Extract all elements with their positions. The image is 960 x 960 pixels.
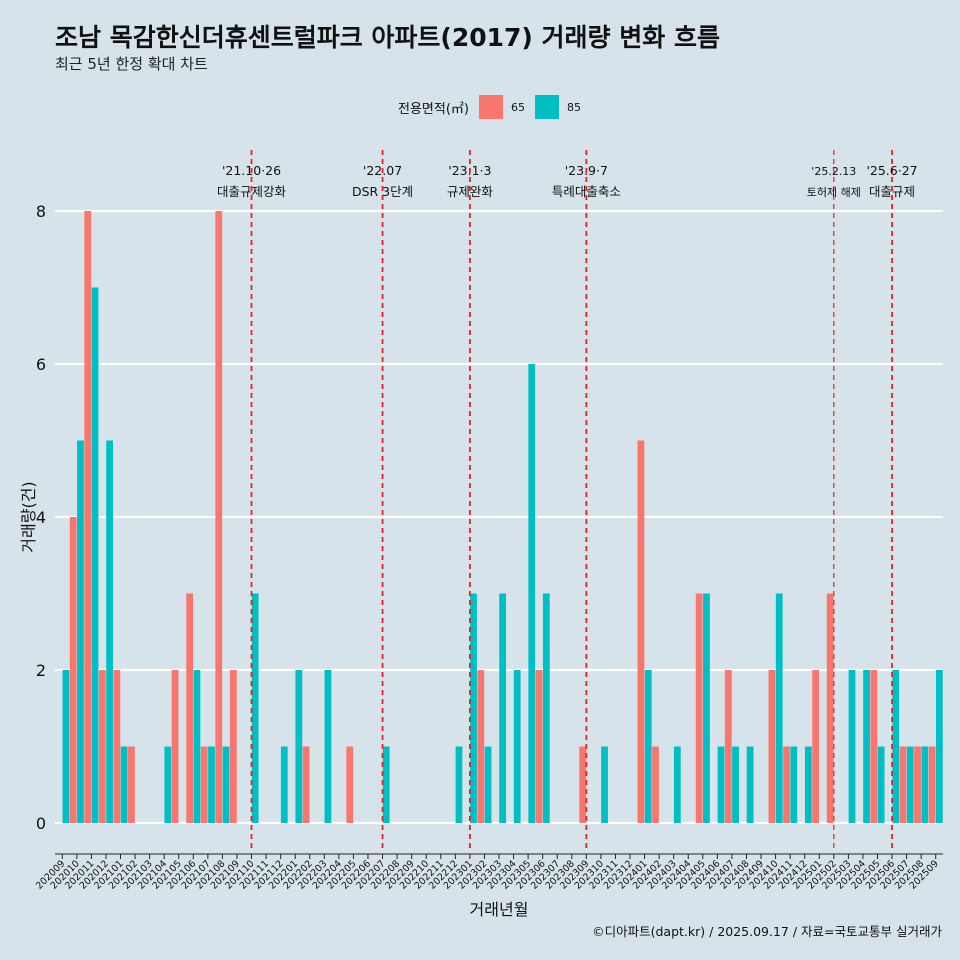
bar-85-202403 bbox=[673, 746, 681, 823]
bar-65-202107 bbox=[200, 746, 208, 823]
event-date-label: '21.10·26 bbox=[222, 163, 281, 178]
bar-85-202207 bbox=[382, 746, 390, 823]
bar-85-202505 bbox=[877, 746, 885, 823]
event-date-label: '25.2.13 bbox=[811, 165, 856, 178]
bar-65-202306 bbox=[535, 670, 543, 823]
bar-65-202202 bbox=[302, 746, 310, 823]
bar-65-202108 bbox=[215, 211, 223, 823]
bar-65-202106 bbox=[186, 593, 194, 823]
bar-85-202010 bbox=[77, 440, 84, 823]
bar-85-202401 bbox=[644, 670, 652, 823]
legend-swatch-85 bbox=[534, 95, 559, 119]
bar-65-202302 bbox=[477, 670, 485, 823]
bar-85-202410 bbox=[775, 593, 783, 823]
bar-85-202303 bbox=[499, 593, 507, 823]
y-axis-title: 거래량(건) bbox=[19, 481, 38, 552]
y-tick-label: 2 bbox=[36, 661, 46, 680]
event-label: 특례대출축소 bbox=[552, 184, 621, 199]
bar-65-202407 bbox=[724, 670, 732, 823]
bar-85-202406 bbox=[717, 746, 725, 823]
bar-65-202501 bbox=[812, 670, 820, 823]
y-tick-label: 4 bbox=[36, 508, 46, 527]
bar-85-202407 bbox=[732, 746, 739, 823]
chart-subtitle: 최근 5년 한정 확대 차트 bbox=[55, 55, 208, 73]
bar-65-202502 bbox=[826, 593, 834, 823]
bar-65-202509 bbox=[928, 746, 936, 823]
legend-title: 전용면적(㎡) bbox=[398, 101, 469, 117]
bar-65-202102 bbox=[128, 746, 135, 823]
bar-85-202305 bbox=[528, 364, 536, 823]
source-caption: ©디아파트(dapt.kr) / 2025.09.17 / 자료=국토교통부 실… bbox=[592, 924, 942, 939]
bar-85-202304 bbox=[513, 670, 521, 823]
bar-85-202101 bbox=[120, 746, 128, 823]
y-tick-label: 0 bbox=[36, 814, 46, 833]
event-date-label: '23.9·7 bbox=[565, 163, 608, 178]
bar-85-202108 bbox=[222, 746, 230, 823]
bar-85-202302 bbox=[484, 746, 492, 823]
y-tick-label: 6 bbox=[36, 355, 46, 374]
event-label: 토허제 해제 bbox=[807, 185, 861, 199]
bar-65-202402 bbox=[652, 746, 659, 823]
bar-65-202101 bbox=[113, 670, 121, 823]
bar-85-202212 bbox=[455, 746, 463, 823]
x-axis-title: 거래년월 bbox=[470, 900, 529, 919]
bar-85-202104 bbox=[164, 746, 172, 823]
bar-65-202401 bbox=[637, 440, 645, 823]
bar-65-202010 bbox=[69, 517, 77, 823]
bar-65-202505 bbox=[870, 670, 878, 823]
bar-65-202507 bbox=[899, 746, 907, 823]
bar-85-202112 bbox=[280, 746, 288, 823]
bar-85-202203 bbox=[324, 670, 332, 823]
bar-85-202412 bbox=[804, 746, 812, 823]
event-label: 규제완화 bbox=[447, 184, 494, 199]
bar-85-202504 bbox=[863, 670, 870, 823]
bar-85-202106 bbox=[193, 670, 201, 823]
bar-85-202012 bbox=[106, 440, 113, 823]
legend-label-85: 85 bbox=[566, 100, 581, 114]
bar-85-202310 bbox=[601, 746, 608, 823]
event-date-label: '25.6·27 bbox=[866, 163, 917, 178]
bar-85-202411 bbox=[790, 746, 798, 823]
bar-65-202508 bbox=[914, 746, 921, 823]
bar-65-202105 bbox=[171, 670, 179, 823]
bar-85-202107 bbox=[208, 746, 215, 823]
bar-65-202205 bbox=[346, 746, 354, 823]
event-label: DSR 3단계 bbox=[352, 184, 413, 199]
y-tick-label: 8 bbox=[36, 202, 46, 221]
bar-85-202506 bbox=[892, 670, 900, 823]
bar-85-202508 bbox=[921, 746, 929, 823]
bar-85-202009 bbox=[62, 670, 70, 823]
bar-85-202306 bbox=[542, 593, 550, 823]
bar-65-202410 bbox=[768, 670, 776, 823]
bar-65-202109 bbox=[229, 670, 237, 823]
bar-65-202012 bbox=[98, 670, 106, 823]
event-label: 대출규제 bbox=[869, 184, 915, 199]
event-date-label: '22.07 bbox=[363, 163, 402, 178]
bar-85-202201 bbox=[295, 670, 303, 823]
legend-swatch-65 bbox=[478, 95, 503, 119]
event-label: 대출규제강화 bbox=[217, 184, 287, 199]
bar-85-202110 bbox=[251, 593, 259, 823]
bar-65-202411 bbox=[783, 746, 790, 823]
bar-65-202309 bbox=[579, 746, 587, 823]
bar-85-202301 bbox=[470, 593, 477, 823]
bar-85-202408 bbox=[746, 746, 754, 823]
bar-65-202011 bbox=[84, 211, 92, 823]
chart-title: 조남 목감한신더휴센트럴파크 아파트(2017) 거래량 변화 흐름 bbox=[55, 23, 720, 52]
legend-label-65: 65 bbox=[510, 100, 525, 114]
bar-85-202503 bbox=[848, 670, 856, 823]
legend: 전용면적(㎡) 65 85 bbox=[398, 93, 591, 121]
bar-85-202405 bbox=[703, 593, 710, 823]
bar-85-202507 bbox=[906, 746, 914, 823]
bar-85-202011 bbox=[91, 287, 99, 823]
bar-65-202405 bbox=[695, 593, 703, 823]
event-date-label: '23.1·3 bbox=[448, 163, 491, 178]
bar-85-202509 bbox=[935, 670, 943, 823]
